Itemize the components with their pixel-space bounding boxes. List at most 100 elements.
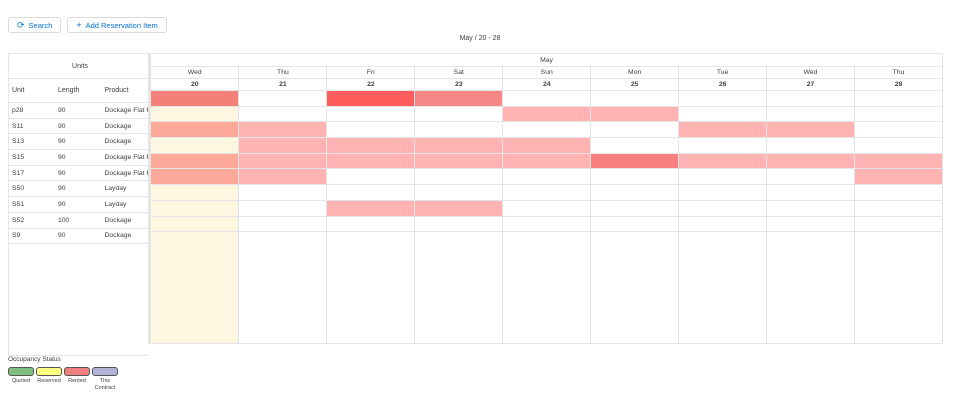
empty-cell[interactable] bbox=[854, 137, 943, 154]
empty-cell[interactable] bbox=[678, 184, 768, 201]
unit-row[interactable]: S9 90 Dockage bbox=[8, 228, 148, 245]
empty-cell[interactable] bbox=[766, 216, 855, 233]
empty-cell[interactable] bbox=[238, 200, 328, 217]
empty-cell[interactable] bbox=[590, 90, 680, 107]
occupancy-cell[interactable] bbox=[238, 121, 328, 139]
empty-cell[interactable] bbox=[854, 106, 943, 123]
empty-cell[interactable] bbox=[678, 106, 768, 123]
empty-cell[interactable] bbox=[854, 121, 943, 139]
unit-length-cell: 90 bbox=[55, 196, 102, 213]
occupancy-cell[interactable] bbox=[326, 200, 416, 217]
empty-cell[interactable] bbox=[326, 106, 416, 123]
empty-cell bbox=[854, 231, 943, 345]
empty-cell[interactable] bbox=[151, 184, 240, 201]
empty-cell[interactable] bbox=[502, 90, 592, 107]
empty-cell bbox=[590, 231, 680, 345]
legend-item: Quoted bbox=[8, 367, 34, 392]
occupancy-cell[interactable] bbox=[414, 153, 504, 170]
occupancy-cell[interactable] bbox=[238, 137, 328, 154]
empty-cell[interactable] bbox=[590, 121, 680, 139]
empty-cell bbox=[151, 231, 240, 345]
empty-cell[interactable] bbox=[590, 184, 680, 201]
unit-row[interactable]: S50 90 Layday bbox=[8, 180, 148, 198]
empty-cell[interactable] bbox=[326, 168, 416, 186]
occupancy-cell[interactable] bbox=[151, 90, 240, 107]
empty-cell[interactable] bbox=[502, 200, 592, 217]
occupancy-cell[interactable] bbox=[151, 168, 240, 186]
empty-cell[interactable] bbox=[502, 168, 592, 186]
empty-cell[interactable] bbox=[151, 137, 240, 154]
empty-cell[interactable] bbox=[502, 184, 592, 201]
occupancy-cell[interactable] bbox=[414, 90, 504, 107]
empty-cell[interactable] bbox=[238, 216, 328, 233]
empty-cell[interactable] bbox=[766, 200, 855, 217]
occupancy-cell[interactable] bbox=[151, 153, 240, 170]
empty-cell[interactable] bbox=[766, 106, 855, 123]
empty-cell[interactable] bbox=[766, 90, 855, 107]
occupancy-cell[interactable] bbox=[151, 121, 240, 139]
occupancy-cell[interactable] bbox=[854, 153, 943, 170]
empty-cell[interactable] bbox=[590, 200, 680, 217]
occupancy-cell[interactable] bbox=[590, 106, 680, 123]
empty-cell[interactable] bbox=[854, 216, 943, 233]
empty-cell[interactable] bbox=[678, 137, 768, 154]
empty-cell[interactable] bbox=[414, 184, 504, 201]
empty-cell[interactable] bbox=[151, 200, 240, 217]
occupancy-cell[interactable] bbox=[326, 137, 416, 154]
occupancy-cell[interactable] bbox=[502, 106, 592, 123]
empty-cell[interactable] bbox=[590, 216, 680, 233]
empty-cell[interactable] bbox=[238, 106, 328, 123]
occupancy-cell[interactable] bbox=[238, 153, 328, 170]
occupancy-cell[interactable] bbox=[854, 168, 943, 186]
empty-cell[interactable] bbox=[414, 106, 504, 123]
empty-cell[interactable] bbox=[766, 137, 855, 154]
add-reservation-item-button[interactable]: + Add Reservation Item bbox=[67, 17, 167, 33]
search-button[interactable]: ⟳ Search bbox=[8, 17, 62, 33]
unit-row[interactable]: S51 90 Layday bbox=[8, 196, 148, 213]
occupancy-cell[interactable] bbox=[326, 90, 416, 107]
empty-cell[interactable] bbox=[326, 216, 416, 233]
empty-cell[interactable] bbox=[854, 184, 943, 201]
occupancy-cell[interactable] bbox=[766, 153, 855, 170]
unit-row[interactable]: S13 90 Dockage bbox=[8, 133, 148, 151]
occupancy-cell[interactable] bbox=[414, 200, 504, 217]
empty-cell[interactable] bbox=[678, 200, 768, 217]
occupancy-cell[interactable] bbox=[590, 153, 680, 170]
empty-cell[interactable] bbox=[678, 90, 768, 107]
empty-cell[interactable] bbox=[766, 184, 855, 201]
unit-unit-cell: S13 bbox=[8, 133, 55, 151]
empty-cell[interactable] bbox=[590, 168, 680, 186]
empty-cell[interactable] bbox=[414, 168, 504, 186]
empty-cell[interactable] bbox=[414, 216, 504, 233]
empty-cell[interactable] bbox=[414, 121, 504, 139]
empty-cell[interactable] bbox=[151, 216, 240, 233]
empty-cell[interactable] bbox=[502, 216, 592, 233]
occupancy-cell[interactable] bbox=[678, 121, 768, 139]
occupancy-cell[interactable] bbox=[326, 153, 416, 170]
empty-cell[interactable] bbox=[502, 121, 592, 139]
empty-cell[interactable] bbox=[766, 168, 855, 186]
occupancy-cell[interactable] bbox=[238, 168, 328, 186]
empty-cell[interactable] bbox=[238, 90, 328, 107]
legend-swatch bbox=[8, 367, 34, 376]
empty-cell[interactable] bbox=[326, 121, 416, 139]
calendar-row bbox=[151, 121, 943, 139]
occupancy-cell[interactable] bbox=[766, 121, 855, 139]
empty-cell[interactable] bbox=[854, 90, 943, 107]
empty-cell[interactable] bbox=[678, 216, 768, 233]
empty-cell[interactable] bbox=[590, 137, 680, 154]
empty-cell[interactable] bbox=[678, 168, 768, 186]
occupancy-cell[interactable] bbox=[414, 137, 504, 154]
unit-row[interactable]: S11 90 Dockage bbox=[8, 118, 148, 135]
occupancy-cell[interactable] bbox=[502, 137, 592, 154]
unit-row[interactable]: S52 100 Dockage bbox=[8, 212, 148, 229]
occupancy-cell[interactable] bbox=[502, 153, 592, 170]
empty-cell[interactable] bbox=[854, 200, 943, 217]
empty-cell[interactable] bbox=[326, 184, 416, 201]
occupancy-cell[interactable] bbox=[678, 153, 768, 170]
empty-cell[interactable] bbox=[238, 184, 328, 201]
empty-cell[interactable] bbox=[151, 106, 240, 123]
